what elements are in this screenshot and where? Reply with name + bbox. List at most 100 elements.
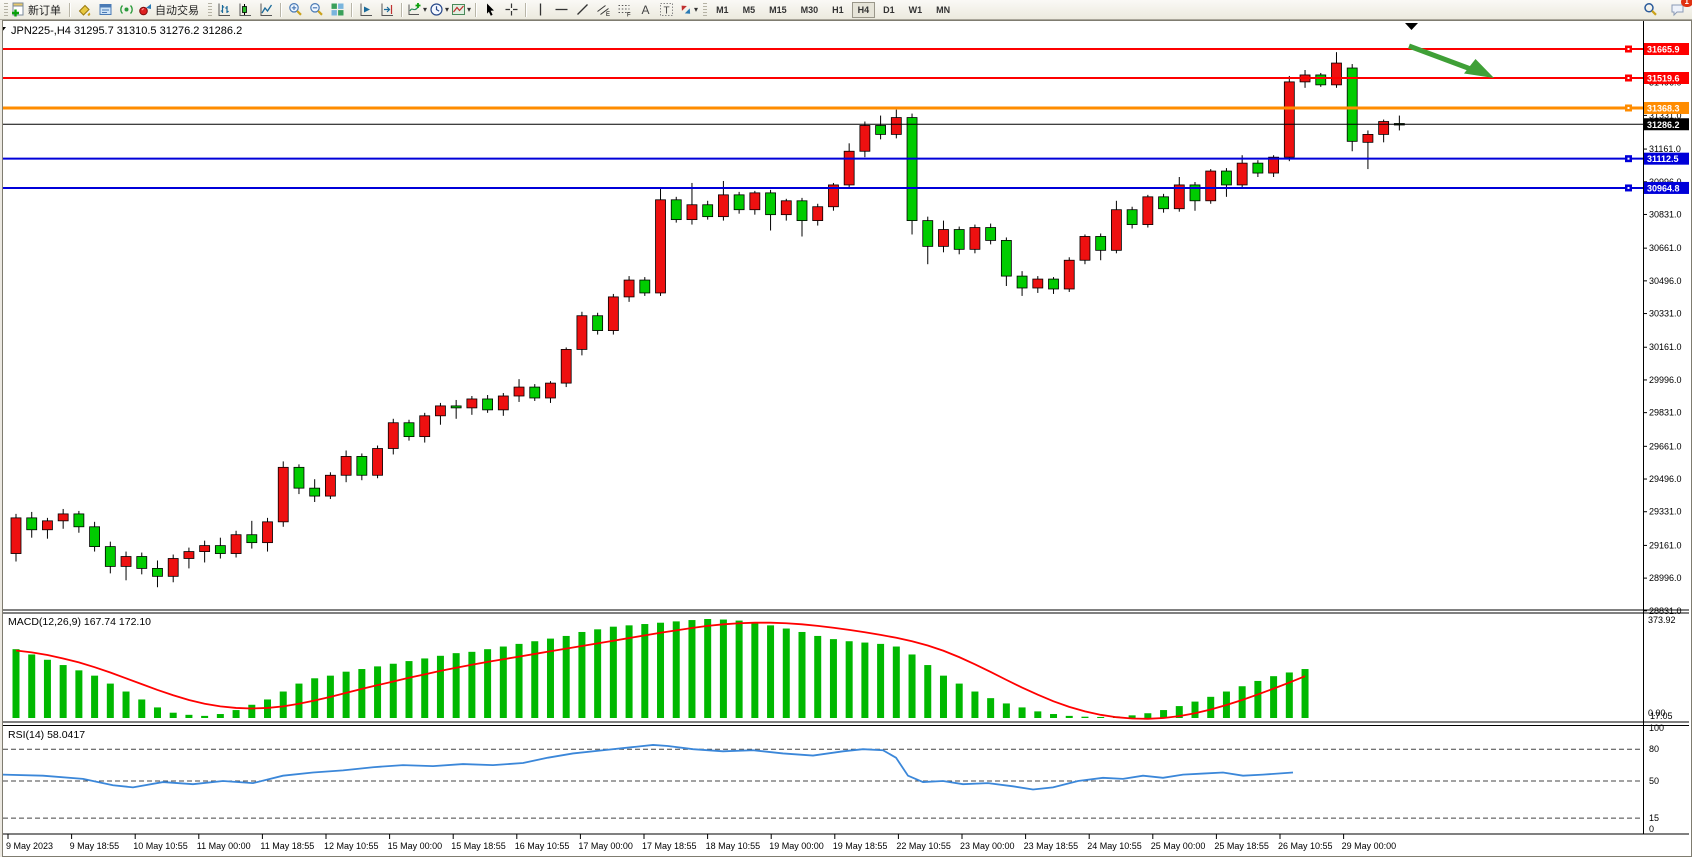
time-label: 25 May 00:00 bbox=[1151, 841, 1206, 851]
candle bbox=[623, 279, 635, 298]
equidistant-channel-tool[interactable]: E bbox=[593, 1, 614, 18]
toolbar-grip[interactable] bbox=[208, 2, 212, 17]
macd-histogram-bar bbox=[1097, 716, 1105, 718]
candle bbox=[890, 117, 902, 135]
svg-text:F: F bbox=[627, 13, 631, 18]
text-tool[interactable]: A bbox=[635, 1, 656, 18]
timeframe-h1[interactable]: H1 bbox=[832, 4, 844, 15]
vertical-line-tool[interactable] bbox=[530, 1, 551, 18]
timeframe-w1[interactable]: W1 bbox=[908, 4, 923, 15]
trendline-tool[interactable] bbox=[572, 1, 593, 18]
macd-histogram-bar bbox=[1238, 686, 1246, 718]
hline-handle-dot bbox=[1627, 48, 1630, 51]
candle bbox=[718, 194, 729, 218]
dropdown-caret: ▾ bbox=[423, 5, 428, 14]
new-order-button[interactable]: 新订单 bbox=[10, 1, 66, 18]
candle bbox=[403, 422, 415, 438]
timeframe-d1[interactable]: D1 bbox=[883, 4, 895, 15]
candle bbox=[120, 556, 132, 567]
autotrade-label: 自动交易 bbox=[155, 4, 199, 17]
profiles-button[interactable] bbox=[95, 1, 116, 18]
sounds-button[interactable] bbox=[116, 1, 137, 18]
zoom-out-button[interactable] bbox=[306, 1, 327, 18]
trend-arrow[interactable] bbox=[1408, 43, 1477, 74]
candle bbox=[1063, 259, 1075, 290]
auto-scroll-button[interactable] bbox=[356, 1, 377, 18]
periods-button[interactable]: ▾ bbox=[428, 1, 450, 18]
timeframe-h4[interactable]: H4 bbox=[851, 1, 876, 18]
candle bbox=[1079, 236, 1091, 261]
price-tag-label: 31112.5 bbox=[1647, 154, 1679, 164]
timeframe-m30[interactable]: M30 bbox=[800, 4, 819, 15]
bar-chart-mode-button[interactable] bbox=[214, 1, 235, 18]
arrows-tool[interactable]: ▾ bbox=[677, 1, 699, 18]
price-tag bbox=[1644, 181, 1689, 194]
horizontal-line-icon bbox=[555, 8, 568, 11]
symbol-ohlc-label: JPN225-,H4 31295.7 31310.5 31276.2 31286… bbox=[11, 25, 242, 37]
timeframe-mn[interactable]: MN bbox=[936, 4, 951, 15]
candle bbox=[843, 150, 855, 186]
macd-histogram-bar bbox=[657, 622, 665, 718]
line-chart-mode-button[interactable] bbox=[256, 1, 277, 18]
chart-shift-button[interactable] bbox=[377, 1, 398, 18]
chart-canvas[interactable]: JPN225-,H4 31295.7 31310.5 31276.2 31286… bbox=[3, 21, 1689, 854]
macd-histogram-bar bbox=[1191, 701, 1199, 718]
timeframe-m15[interactable]: M15 bbox=[769, 4, 787, 15]
candle bbox=[969, 227, 981, 250]
indicators-button[interactable]: ▾ bbox=[406, 1, 428, 18]
macd-histogram-bar bbox=[75, 670, 83, 718]
timeframe-m5[interactable]: M5 bbox=[742, 4, 756, 15]
macd-histogram-bar bbox=[704, 619, 712, 718]
zoom-in-button[interactable] bbox=[285, 1, 306, 18]
candle bbox=[42, 520, 53, 531]
autotrade-button[interactable]: 自动交易 bbox=[137, 1, 204, 18]
candle bbox=[419, 415, 431, 438]
macd-histogram-bar bbox=[798, 631, 806, 718]
text-label-tool[interactable]: T bbox=[656, 1, 677, 18]
price-tick-label: 29496.0 bbox=[1649, 474, 1682, 484]
macd-histogram-bar bbox=[1270, 676, 1278, 718]
candle bbox=[466, 398, 478, 409]
cursor-tool-button[interactable] bbox=[480, 1, 501, 18]
macd-histogram-bar bbox=[908, 654, 916, 718]
time-label: 22 May 10:55 bbox=[896, 841, 951, 851]
symbol-dropdown-icon[interactable] bbox=[3, 27, 6, 32]
crosshair-icon bbox=[505, 3, 518, 16]
tile-windows-button[interactable] bbox=[327, 1, 348, 18]
chart-styles-button[interactable] bbox=[74, 1, 95, 18]
horizontal-line-tool[interactable] bbox=[551, 1, 572, 18]
macd-histogram-bar bbox=[279, 691, 287, 718]
candle bbox=[246, 534, 258, 544]
candle bbox=[1126, 209, 1138, 225]
templates-button[interactable]: ▾ bbox=[450, 1, 472, 18]
candle bbox=[576, 315, 588, 350]
price-tick-label: 31161.0 bbox=[1649, 144, 1681, 154]
macd-histogram-bar bbox=[389, 663, 397, 718]
new-order-icon bbox=[12, 2, 24, 17]
macd-histogram-bar bbox=[971, 691, 979, 718]
macd-histogram-bar bbox=[311, 678, 319, 718]
candle bbox=[1016, 275, 1028, 289]
crosshair-tool-button[interactable] bbox=[501, 1, 522, 18]
marker-triangle-icon[interactable] bbox=[1405, 23, 1418, 30]
toolbar-grip[interactable] bbox=[703, 2, 708, 17]
candlestick-mode-button[interactable] bbox=[235, 1, 256, 18]
main-toolbar: 新订单 bbox=[0, 0, 1692, 20]
candle bbox=[749, 192, 761, 211]
trend-arrow-head[interactable] bbox=[1464, 59, 1494, 78]
macd-histogram-bar bbox=[861, 642, 869, 718]
timeframe-m1[interactable]: M1 bbox=[716, 4, 729, 15]
rsi-line bbox=[3, 744, 1294, 791]
fibonacci-tool[interactable]: F bbox=[614, 1, 635, 18]
toolbar-grip[interactable] bbox=[4, 2, 8, 17]
price-tick-label: 29831.0 bbox=[1649, 408, 1682, 418]
search-button[interactable] bbox=[1640, 1, 1661, 18]
notifications-button[interactable]: 1 bbox=[1667, 0, 1692, 18]
price-tick-label: 29661.0 bbox=[1649, 441, 1682, 451]
cursor-arrow-icon bbox=[487, 3, 495, 16]
macd-histogram-bar bbox=[138, 699, 146, 718]
candle bbox=[1236, 162, 1248, 186]
candle bbox=[1158, 196, 1169, 210]
toolbar-separator bbox=[525, 2, 528, 17]
